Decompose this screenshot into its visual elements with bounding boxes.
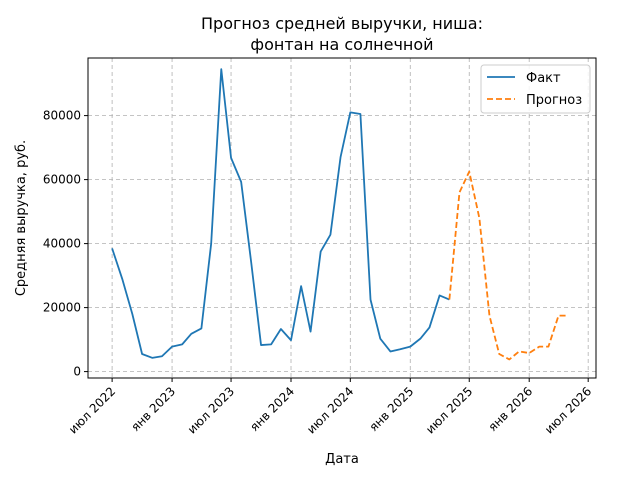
x-tick-label: июл 2025 xyxy=(423,384,475,436)
legend-label: Прогноз xyxy=(526,93,582,108)
chart-title: Прогноз средней выручки, ниша: фонтан на … xyxy=(201,14,483,54)
y-axis-label: Средняя выручка, руб. xyxy=(14,140,29,296)
x-axis-label: Дата xyxy=(325,452,359,467)
x-tick-label: июл 2022 xyxy=(66,384,118,436)
y-tick-label: 0 xyxy=(73,365,81,379)
y-tick-label: 80000 xyxy=(43,109,81,123)
x-tick-label: янв 2024 xyxy=(247,384,297,434)
x-tick-label: янв 2026 xyxy=(485,384,535,434)
chart-title-line: фонтан на солнечной xyxy=(250,35,433,54)
x-tick-label: июл 2026 xyxy=(542,384,594,436)
legend-label: Факт xyxy=(526,71,561,86)
x-tick-label: янв 2023 xyxy=(128,384,178,434)
x-tick-label: июл 2024 xyxy=(304,384,356,436)
y-tick-label: 40000 xyxy=(43,237,81,251)
series-layer xyxy=(111,68,569,361)
y-tick-label: 20000 xyxy=(43,301,81,315)
x-tick-label: июл 2023 xyxy=(185,384,237,436)
x-tick-label: янв 2025 xyxy=(367,384,417,434)
series-line-fact xyxy=(111,68,450,359)
chart-title-line: Прогноз средней выручки, ниша: xyxy=(201,14,483,33)
y-tick-label: 60000 xyxy=(43,173,81,187)
chart-title-text: Прогноз средней выручки, ниша: фонтан на … xyxy=(201,14,483,54)
grid xyxy=(88,58,596,378)
plot-frame xyxy=(87,57,597,379)
series-line-forecast xyxy=(448,170,569,361)
legend: Факт Прогноз xyxy=(480,64,591,114)
